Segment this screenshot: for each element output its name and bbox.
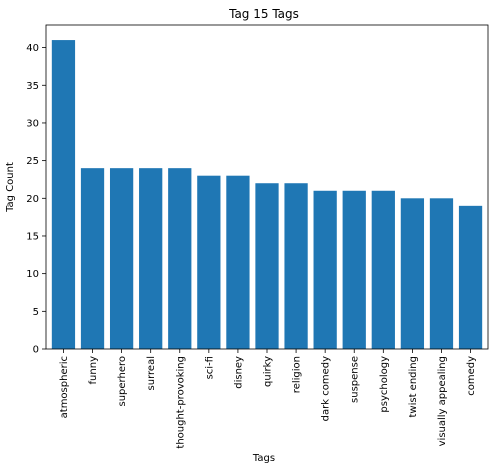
x-tick-label: religion: [292, 356, 303, 393]
x-tick-label: superhero: [117, 356, 128, 406]
y-tick-label: 10: [26, 269, 39, 280]
y-axis-label: Tag Count: [5, 162, 16, 213]
x-tick-label: atmospheric: [59, 356, 70, 418]
bar-psychology: [371, 190, 395, 349]
x-tick-label: visually appealing: [437, 356, 448, 446]
bar-dark-comedy: [313, 190, 337, 349]
x-tick-label: surreal: [146, 356, 157, 390]
x-tick-label: disney: [233, 356, 244, 389]
y-tick-label: 0: [33, 345, 39, 356]
x-tick-label: funny: [88, 356, 99, 385]
x-tick-label: suspense: [350, 356, 361, 403]
x-tick-label: twist ending: [408, 356, 419, 418]
bar-religion: [284, 183, 308, 349]
bar-atmospheric: [51, 40, 76, 350]
bar-funny: [80, 168, 105, 349]
bar-comedy: [458, 205, 483, 349]
y-tick-label: 15: [26, 231, 39, 242]
x-axis-label: Tags: [252, 453, 275, 464]
y-tick-label: 25: [26, 156, 39, 167]
bar-thought-provoking: [168, 168, 192, 349]
y-axis: 0 5 10 15 20 25 30 35 40: [26, 43, 46, 356]
plot-frame: [45, 24, 489, 350]
bar-sci-fi: [197, 175, 221, 349]
x-tick-label: psychology: [379, 356, 390, 413]
y-tick-label: 35: [26, 81, 39, 92]
bar-quirky: [255, 183, 279, 349]
bar-visually-appealing: [429, 198, 454, 349]
bar-surreal: [139, 168, 163, 349]
x-tick-label: dark comedy: [321, 356, 332, 421]
y-tick-label: 30: [26, 118, 39, 129]
x-tick-label: quirky: [263, 356, 274, 387]
y-tick-label: 5: [33, 307, 39, 318]
chart-title: Tag 15 Tags: [228, 7, 299, 21]
x-tick-label: thought-provoking: [175, 356, 186, 449]
x-axis: atmospheric funny superhero surreal thought-…: [59, 349, 477, 449]
bars-group: [51, 40, 483, 350]
x-tick-label: sci-fi: [204, 356, 215, 379]
x-tick-label: comedy: [466, 356, 477, 396]
y-tick-label: 40: [26, 43, 39, 54]
bar-twist-ending: [400, 198, 425, 349]
bar-superhero: [109, 168, 134, 349]
bar-suspense: [342, 190, 366, 349]
bar-disney: [226, 175, 250, 349]
y-tick-label: 20: [26, 194, 39, 205]
